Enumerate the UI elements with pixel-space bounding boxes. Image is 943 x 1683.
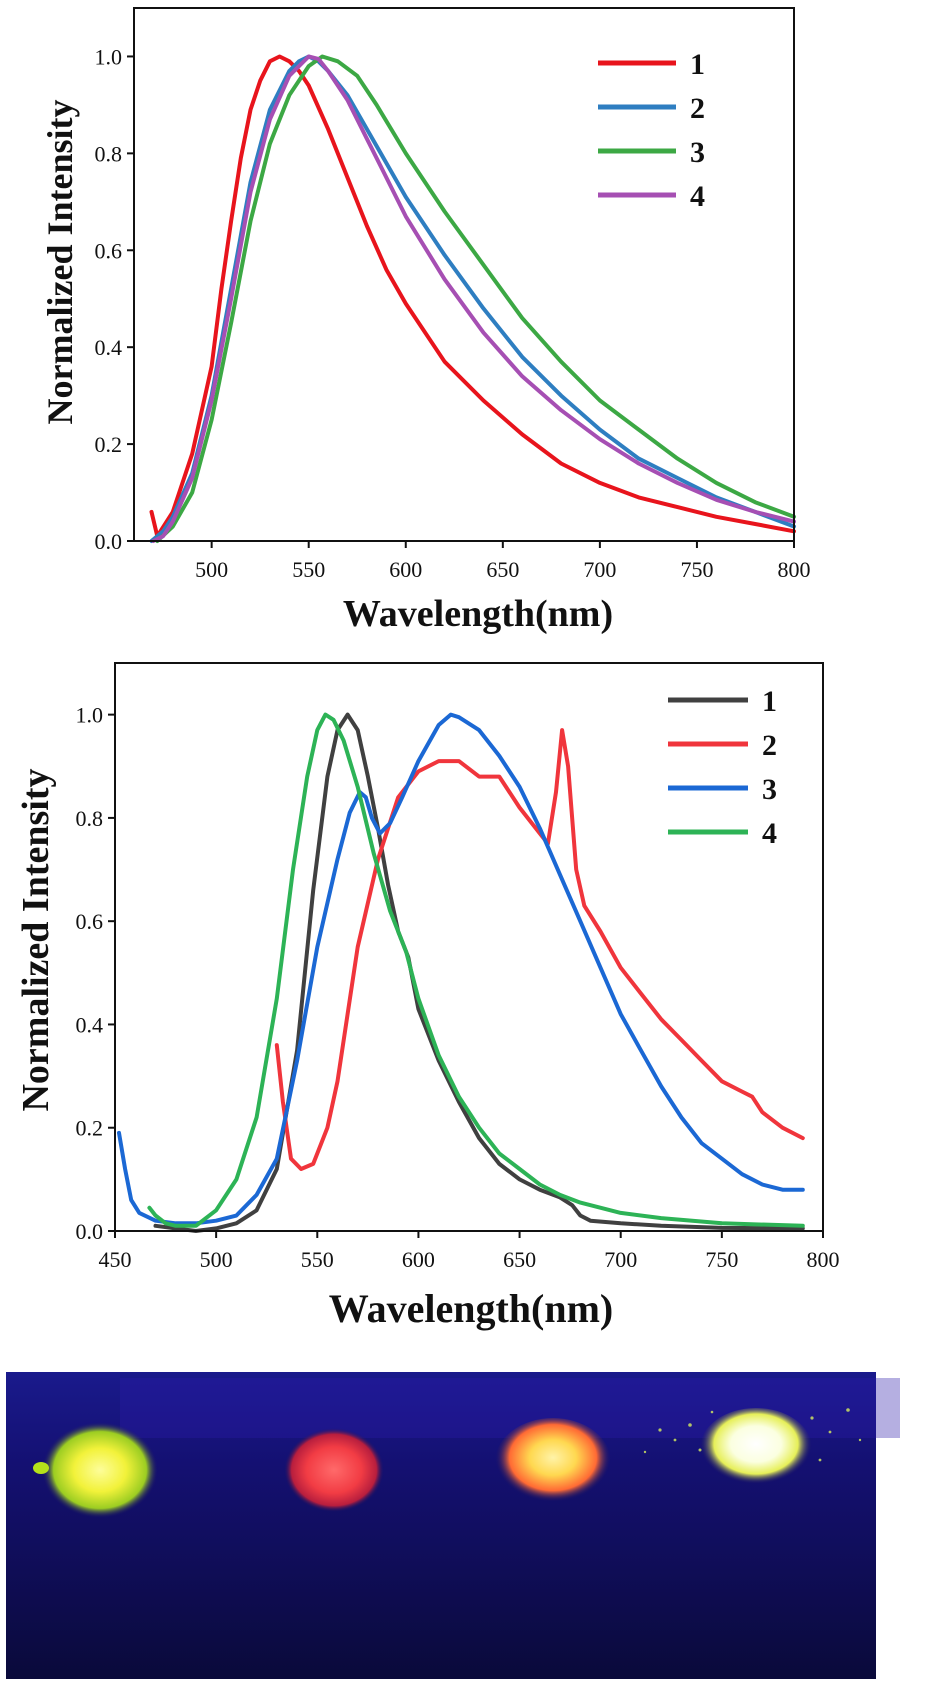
x-tick-label: 650 bbox=[486, 557, 519, 582]
y-tick-label: 0.8 bbox=[95, 141, 123, 166]
chart-1-plot-frame bbox=[133, 7, 795, 542]
chart-1-series-3-line bbox=[155, 54, 796, 543]
sample-4-sparkles bbox=[643, 1408, 862, 1462]
chart-1-series-4-line bbox=[151, 54, 796, 543]
x-tick-label: 750 bbox=[680, 557, 713, 582]
x-tick-label: 800 bbox=[807, 1247, 840, 1272]
y-tick-label: 0.6 bbox=[76, 909, 104, 934]
uv-photo bbox=[6, 1372, 900, 1679]
chart-1: 500 550 600 650 700 750 8000.00.20.40.60.81.0 … bbox=[40, 7, 811, 635]
y-tick-label: 0.4 bbox=[95, 335, 123, 360]
chart-2: 450 500 550 600 650 700 750 800 0.0 0.2 0.4 0.6 0.8 1… bbox=[15, 662, 840, 1331]
sample-1-glow bbox=[42, 1422, 158, 1518]
x-tick-label: 450 bbox=[99, 1247, 132, 1272]
chart-2-series bbox=[117, 712, 805, 1233]
chart-1-x-axis-label: Wavelength(nm) bbox=[343, 593, 613, 635]
chart-1-legend: 1 2 3 4 bbox=[598, 48, 705, 213]
sample-4-glow bbox=[700, 1408, 812, 1488]
chart-2-y-axis-label: Normalized Intensity bbox=[15, 768, 57, 1111]
chart-1-series bbox=[149, 54, 796, 543]
x-tick-label: 550 bbox=[292, 557, 325, 582]
chart-2-x-axis-label: Wavelength(nm) bbox=[329, 1286, 613, 1331]
chart-2-legend: 1 2 3 4 bbox=[668, 685, 777, 850]
chart-1-y-axis-label: Normalized Intensity bbox=[40, 100, 80, 425]
chart-2-series-4-line bbox=[147, 712, 805, 1228]
chart-1-series-1-line bbox=[149, 54, 796, 539]
y-tick-label: 0.4 bbox=[76, 1012, 104, 1037]
legend-label-1: 1 bbox=[762, 685, 777, 718]
x-tick-label: 500 bbox=[200, 1247, 233, 1272]
chart-2-series-3-line bbox=[117, 712, 805, 1226]
sample-3-glow bbox=[495, 1418, 611, 1506]
x-tick-label: 800 bbox=[778, 557, 811, 582]
x-tick-label: 500 bbox=[195, 557, 228, 582]
chart-2-series-1-line bbox=[153, 712, 805, 1233]
chart-2-plot-frame bbox=[114, 662, 824, 1232]
sample-2-glow bbox=[284, 1428, 384, 1512]
y-tick-label: 0.2 bbox=[95, 432, 123, 457]
y-tick-label: 1.0 bbox=[95, 44, 123, 69]
y-tick-label: 0.0 bbox=[95, 529, 123, 554]
y-tick-label: 0.8 bbox=[76, 806, 104, 831]
legend-label-3: 3 bbox=[690, 136, 705, 169]
x-tick-label: 550 bbox=[301, 1247, 334, 1272]
legend-label-2: 2 bbox=[690, 92, 705, 125]
y-tick-label: 1.0 bbox=[76, 703, 104, 728]
legend-label-3: 3 bbox=[762, 773, 777, 806]
x-tick-label: 700 bbox=[583, 557, 616, 582]
sample-1-fragment bbox=[33, 1462, 49, 1474]
legend-label-4: 4 bbox=[690, 180, 705, 213]
legend-label-4: 4 bbox=[762, 817, 777, 850]
x-tick-label: 700 bbox=[604, 1247, 637, 1272]
chart-1-ticks: 500 550 600 650 700 750 800 0.0 0.2 0.4 0.6 0.8 1.0 bbox=[95, 44, 811, 582]
y-tick-label: 0.0 bbox=[76, 1219, 104, 1244]
x-tick-label: 750 bbox=[705, 1247, 738, 1272]
x-tick-label: 600 bbox=[389, 557, 422, 582]
y-tick-label: 0.6 bbox=[95, 238, 123, 263]
legend-label-2: 2 bbox=[762, 729, 777, 762]
y-tick-label: 0.2 bbox=[76, 1116, 104, 1141]
legend-label-1: 1 bbox=[690, 48, 705, 81]
x-tick-label: 600 bbox=[402, 1247, 435, 1272]
x-tick-label: 650 bbox=[503, 1247, 536, 1272]
chart-2-ticks: 450 500 550 600 650 700 750 800 0.0 0.2 0.4 0.6 0.8 1… bbox=[76, 703, 840, 1272]
